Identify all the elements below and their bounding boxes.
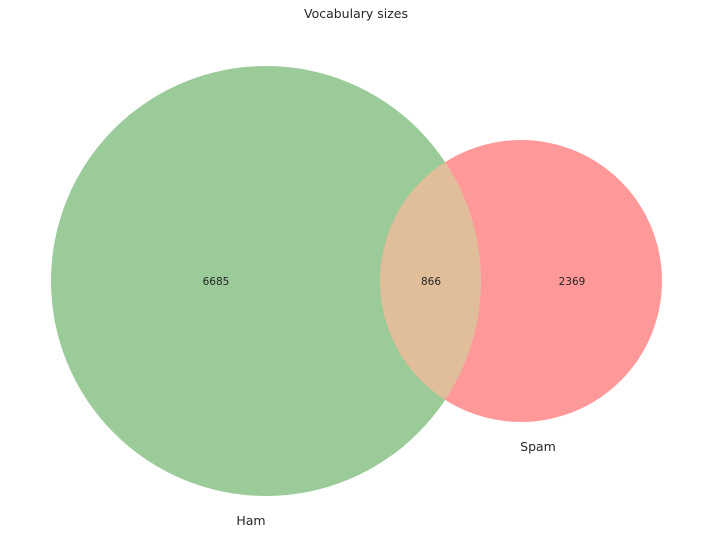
ham-circle: [51, 66, 481, 496]
intersection-region: [380, 140, 481, 422]
spam-only-count: 2369: [559, 276, 586, 288]
chart-title: Vocabulary sizes: [304, 6, 408, 21]
intersection-count: 866: [421, 276, 441, 288]
ham-only-count: 6685: [203, 276, 230, 288]
spam-set-label: Spam: [520, 439, 556, 454]
ham-set-label: Ham: [236, 513, 265, 528]
